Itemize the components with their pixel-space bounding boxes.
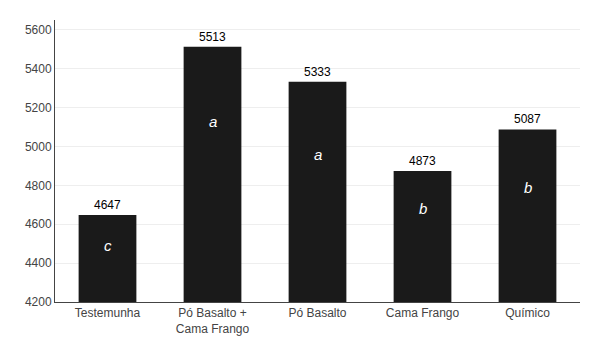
svg-text:c: c [104, 237, 112, 254]
svg-text:Pó Basalto: Pó Basalto [288, 306, 346, 320]
svg-text:5000: 5000 [25, 140, 52, 154]
svg-text:b: b [419, 200, 427, 217]
svg-text:b: b [524, 179, 532, 196]
svg-text:4647: 4647 [94, 198, 121, 212]
svg-text:5087: 5087 [514, 112, 541, 126]
svg-text:5600: 5600 [25, 23, 52, 37]
svg-text:5513: 5513 [199, 30, 226, 44]
svg-text:a: a [314, 146, 322, 163]
svg-text:5200: 5200 [25, 101, 52, 115]
svg-text:4400: 4400 [25, 256, 52, 270]
svg-text:Testemunha: Testemunha [75, 306, 141, 320]
svg-text:Cama Frango: Cama Frango [386, 306, 460, 320]
svg-text:Químico: Químico [505, 306, 550, 320]
svg-text:5400: 5400 [25, 62, 52, 76]
svg-text:4800: 4800 [25, 179, 52, 193]
svg-text:4873: 4873 [409, 154, 436, 168]
svg-text:Pó Basalto +Cama Frango: Pó Basalto +Cama Frango [176, 306, 250, 336]
svg-text:5333: 5333 [304, 65, 331, 79]
svg-text:a: a [209, 113, 217, 130]
svg-text:4600: 4600 [25, 217, 52, 231]
svg-text:4200: 4200 [25, 295, 52, 309]
